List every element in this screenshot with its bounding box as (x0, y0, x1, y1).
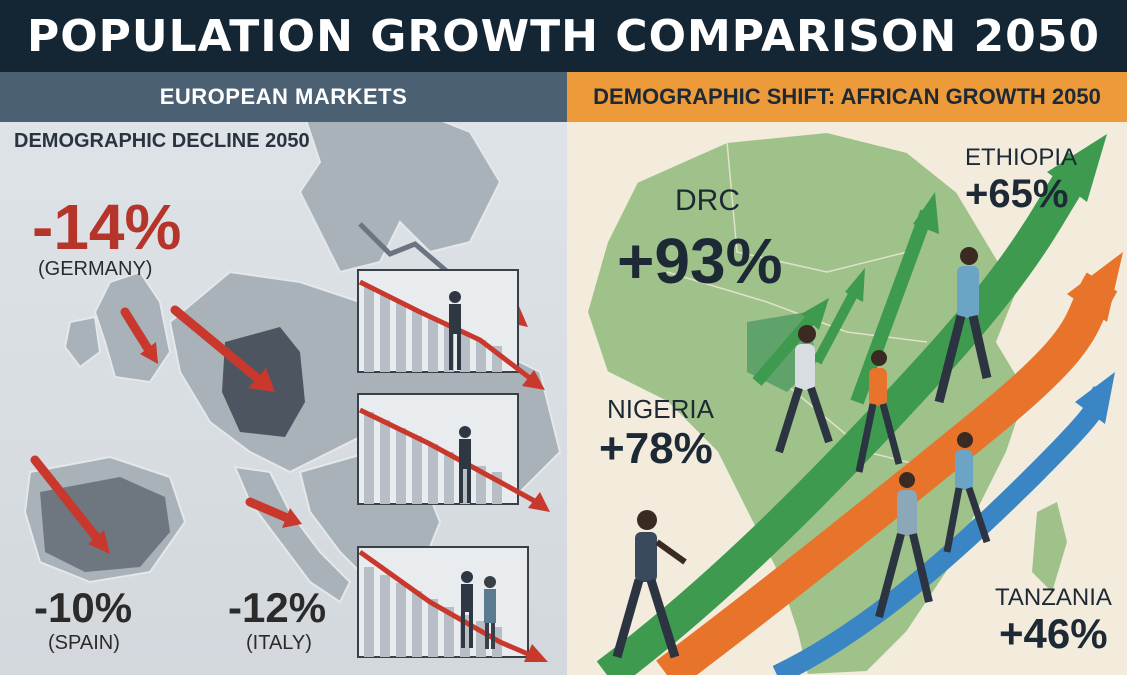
europe-header-label: EUROPEAN MARKETS (159, 84, 408, 109)
green-arrowhead (1047, 134, 1107, 202)
drc-change: +93% (617, 225, 783, 297)
madagascar-shape (1032, 502, 1067, 592)
germany-change: -14% (32, 191, 182, 263)
small-green-arrow-3 (850, 209, 934, 405)
spain-arrow (30, 455, 105, 547)
europe-map-illustration (23, 90, 562, 662)
runner-2 (775, 325, 833, 454)
europe-subtitle: DEMOGRAPHIC DECLINE 2050 (14, 130, 310, 152)
runner-3 (855, 350, 903, 473)
orange-arrowhead (1067, 252, 1123, 322)
spain-arrowhead (88, 530, 110, 554)
europe-panel: EUROPEAN MARKETS DEMOGRAPHIC DECLINE 205… (0, 72, 567, 675)
africa-header: DEMOGRAPHIC SHIFT: AFRICAN GROWTH 2050 (567, 72, 1127, 122)
runner-5 (875, 472, 933, 619)
runner-1 (612, 510, 687, 659)
ireland-shape (63, 315, 102, 369)
runner-4 (934, 247, 992, 404)
spain-change: -10% (34, 584, 133, 631)
africa-map-illustration (585, 130, 1123, 675)
africa-panel: DEMOGRAPHIC SHIFT: AFRICAN GROWTH 2050 D… (567, 72, 1127, 675)
title-bar: POPULATION GROWTH COMPARISON 2050 (0, 0, 1127, 72)
drc-label: DRC (675, 184, 740, 217)
nigeria-label: NIGERIA (607, 394, 714, 424)
decline-chart-2 (357, 393, 550, 512)
nigeria-change: +78% (599, 424, 713, 473)
italy-shape (233, 465, 352, 604)
tanzania-label: TANZANIA (995, 584, 1112, 611)
uk-arrowhead (140, 342, 158, 364)
green-growth-arrow (596, 152, 1096, 675)
germany-arrowhead (248, 368, 275, 392)
ethiopia-change: +65% (965, 172, 1069, 216)
italy-arrowhead (282, 508, 302, 528)
small-green-arrow-2 (812, 284, 862, 365)
runner-6 (943, 432, 991, 553)
uk-arrow (120, 307, 155, 357)
decline-chart-1 (357, 269, 545, 390)
spain-label: (SPAIN) (48, 632, 120, 654)
italy-change: -12% (228, 584, 327, 631)
germany-arrow (170, 305, 267, 387)
page-title: POPULATION GROWTH COMPARISON 2050 (26, 10, 1100, 62)
orange-growth-arrow (656, 272, 1118, 675)
tanzania-change: +46% (999, 610, 1108, 657)
decline-chart-3 (357, 546, 548, 662)
small-green-arrow-1 (752, 308, 822, 386)
italy-arrow (245, 497, 297, 525)
germany-label: (GERMANY) (38, 258, 153, 280)
italy-label: (ITALY) (246, 632, 312, 654)
ethiopia-label: ETHIOPIA (965, 144, 1078, 171)
africa-header-label: DEMOGRAPHIC SHIFT: AFRICAN GROWTH 2050 (593, 84, 1101, 109)
europe-header: EUROPEAN MARKETS (0, 72, 567, 122)
blue-arrowhead (1075, 372, 1115, 424)
